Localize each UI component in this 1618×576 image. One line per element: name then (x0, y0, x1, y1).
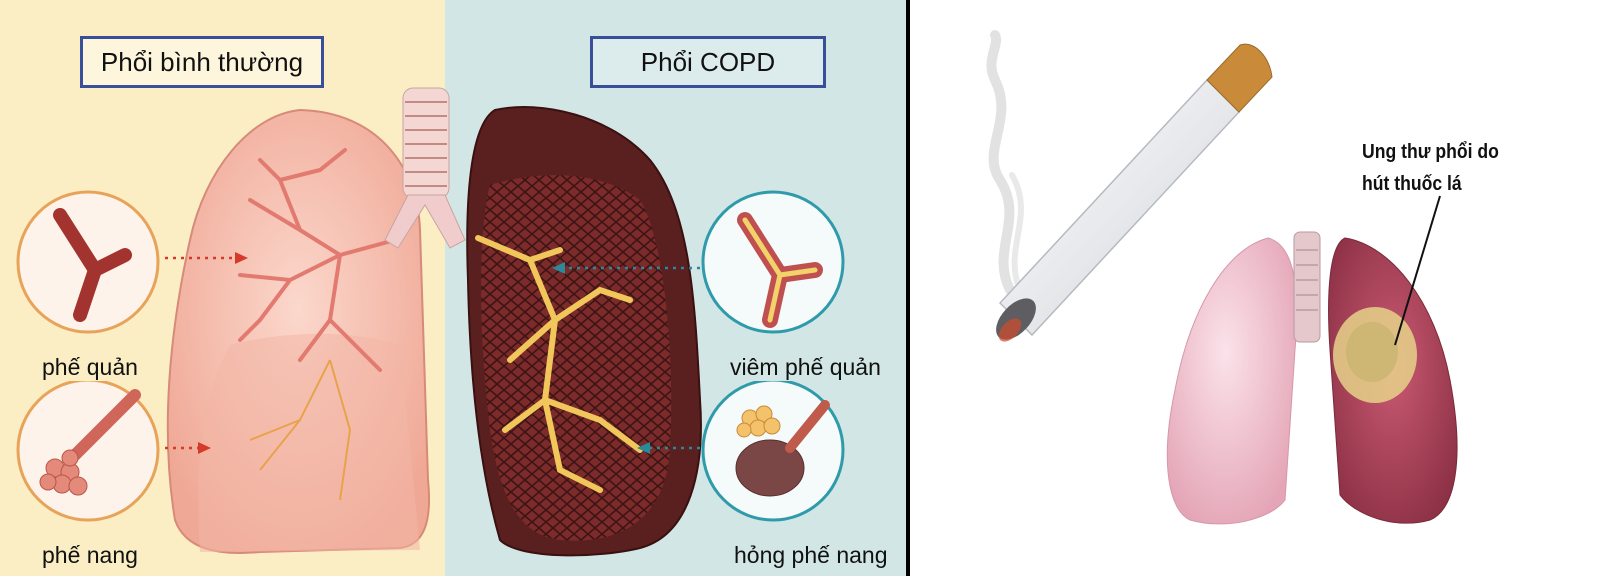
inset-bronchitis (701, 190, 845, 334)
inset-damaged-alveoli (701, 378, 845, 522)
title-normal-lung: Phổi bình thường (80, 36, 324, 88)
label-alveoli: phế nang (38, 542, 142, 569)
pointer-arrows (165, 252, 700, 454)
normal-lung (166, 108, 431, 554)
panel-divider (906, 0, 910, 576)
trachea (384, 87, 466, 249)
cancer-callout: Ung thư phổi do hút thuốc lá (1362, 136, 1499, 200)
label-bronchi: phế quản (38, 354, 142, 381)
copd-lung (466, 106, 702, 557)
title-copd-lung: Phổi COPD (590, 36, 826, 88)
inset-bronchi-normal (16, 190, 160, 334)
smoker-lungs (1166, 195, 1458, 525)
inset-alveoli-normal (16, 378, 160, 522)
cancer-callout-line2: hút thuốc lá (1362, 173, 1462, 195)
label-damaged-alveoli: hỏng phế nang (730, 542, 892, 569)
cancer-callout-line1: Ung thư phổi do (1362, 141, 1499, 163)
smoke (986, 30, 1024, 295)
cigarette (996, 43, 1273, 342)
label-bronchitis: viêm phế quản (726, 354, 885, 381)
title-copd-text: Phổi COPD (640, 46, 776, 77)
title-normal-text: Phổi bình thường (100, 46, 304, 77)
